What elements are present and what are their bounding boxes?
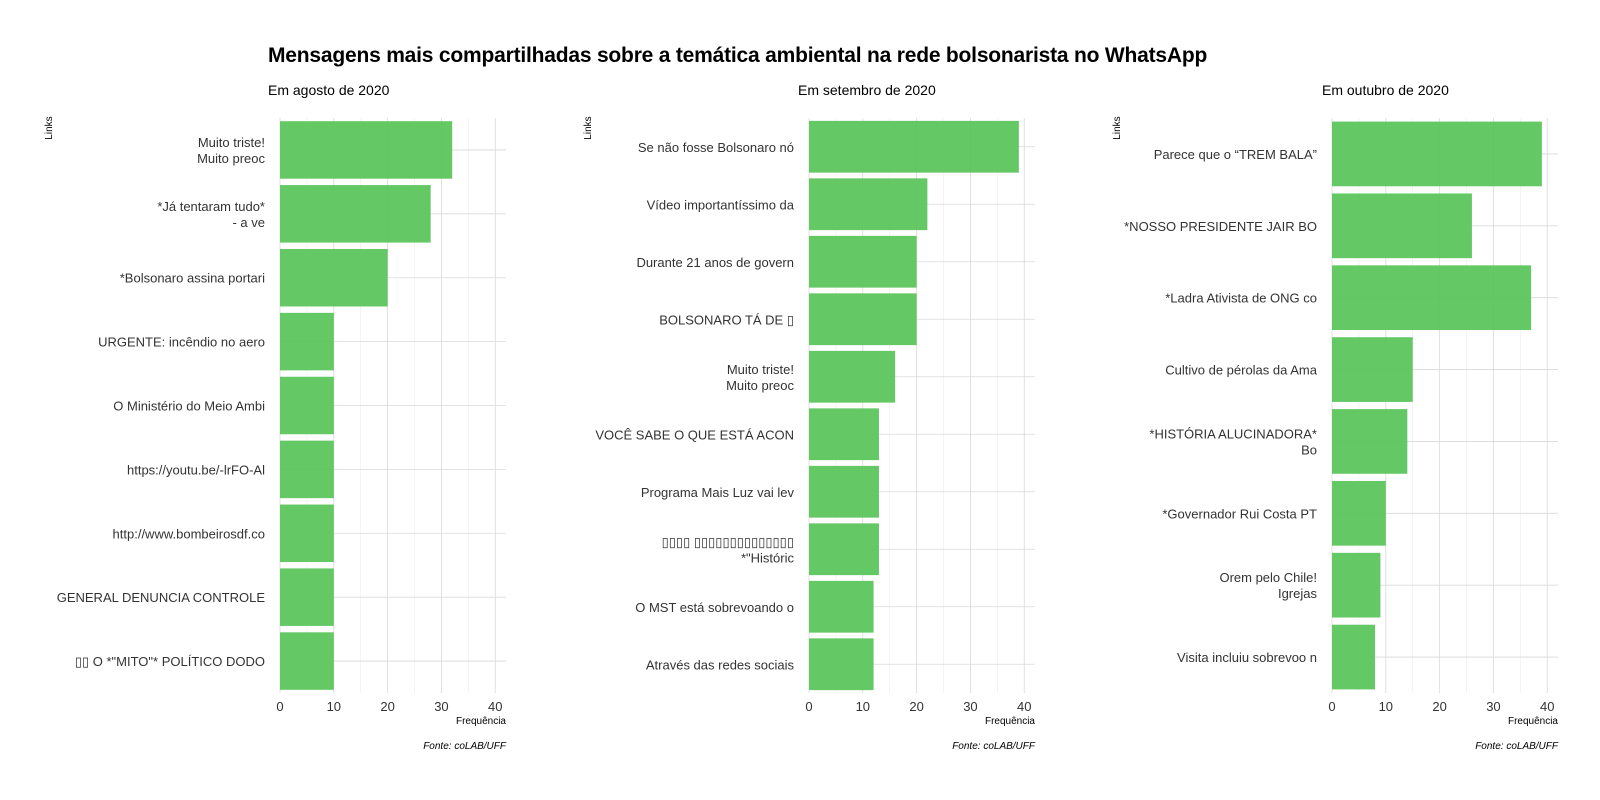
bar: [809, 235, 917, 288]
chart-panel-3: Em outubro de 2020 Links Parece que o “TRE…: [1112, 82, 1559, 752]
chart-panel-2: Em setembro de 2020 Links Se não fosse Bol…: [583, 82, 1036, 752]
y-axis-label: Links: [583, 116, 594, 139]
category-label: Muito preoc: [726, 378, 794, 393]
category-label: GENERAL DENUNCIA CONTROLE: [57, 590, 266, 605]
bar: [280, 312, 334, 371]
category-label: *Governador Rui Costa PT: [1162, 506, 1317, 521]
bar: [280, 440, 334, 499]
category-label: ▯▯▯▯ ▯▯▯▯▯▯▯▯▯▯▯▯▯▯: [662, 534, 794, 549]
category-label: Bo: [1301, 442, 1317, 457]
x-tick-label: 30: [963, 699, 977, 714]
x-tick-label: 40: [1017, 699, 1031, 714]
category-label: https://youtu.be/-lrFO-Al: [127, 462, 265, 477]
x-tick-label: 0: [805, 699, 812, 714]
x-tick-label: 20: [909, 699, 923, 714]
x-axis-label: Frequência: [456, 716, 506, 727]
source-caption: Fonte: coLAB/UFF: [423, 741, 507, 752]
y-axis-label: Links: [1112, 116, 1123, 139]
x-tick-label: 0: [276, 699, 283, 714]
bar: [1332, 409, 1408, 474]
category-label: Parece que o “TREM BALA”: [1154, 147, 1317, 162]
chart-subtitle: Em outubro de 2020: [1322, 82, 1449, 98]
bar: [809, 178, 928, 231]
x-tick-label: 30: [1486, 699, 1500, 714]
bar: [809, 638, 874, 691]
bar: [1332, 624, 1376, 690]
x-tick-label: 0: [1328, 699, 1335, 714]
x-tick-label: 10: [856, 699, 870, 714]
category-label: Muito triste!: [727, 362, 794, 377]
category-label: O Ministério do Meio Ambi: [113, 399, 265, 414]
bar: [809, 350, 896, 403]
bar: [809, 408, 879, 461]
category-label: http://www.bombeirosdf.co: [113, 526, 265, 541]
bar: [280, 185, 431, 243]
category-label: Vídeo importantíssimo da: [647, 197, 795, 212]
bar: [280, 632, 334, 690]
category-label: Orem pelo Chile!: [1219, 570, 1317, 585]
category-label: Cultivo de pérolas da Ama: [1165, 363, 1318, 378]
bar: [280, 376, 334, 435]
x-tick-label: 20: [380, 699, 394, 714]
x-axis-label: Frequência: [1508, 716, 1558, 727]
bar: [280, 121, 453, 179]
bar: [809, 580, 874, 633]
chart-subtitle: Em setembro de 2020: [798, 82, 936, 98]
x-tick-label: 20: [1432, 699, 1446, 714]
category-label: VOCÊ SABE O QUE ESTÁ ACON: [595, 427, 794, 442]
category-label: O MST está sobrevoando o: [635, 600, 794, 615]
category-label: Programa Mais Luz vai lev: [641, 485, 795, 500]
bar: [280, 248, 388, 307]
category-label: *Bolsonaro assina portari: [120, 271, 265, 286]
bar: [1332, 480, 1386, 546]
x-tick-label: 10: [327, 699, 341, 714]
category-label: Durante 21 anos de govern: [636, 255, 794, 270]
category-label: *HISTÓRIA ALUCINADORA*: [1149, 426, 1317, 441]
x-tick-label: 10: [1379, 699, 1393, 714]
source-caption: Fonte: coLAB/UFF: [952, 741, 1036, 752]
category-label: ▯▯ O *"MITO"* POLÍTICO DODO: [75, 654, 265, 669]
bar: [809, 523, 879, 576]
y-axis-label: Links: [44, 116, 55, 139]
chart-panel-1: Em agosto de 2020 Links Muito triste!Muito…: [44, 82, 507, 752]
page-title: Mensagens mais compartilhadas sobre a te…: [268, 44, 1208, 67]
category-label: *"Históric: [741, 550, 795, 565]
category-label: URGENTE: incêndio no aero: [98, 335, 265, 350]
category-label: Muito preoc: [197, 151, 265, 166]
source-caption: Fonte: coLAB/UFF: [1475, 741, 1559, 752]
category-label: *NOSSO PRESIDENTE JAIR BO: [1124, 219, 1317, 234]
x-axis-label: Frequência: [985, 716, 1035, 727]
bar: [280, 504, 334, 563]
x-tick-label: 40: [1540, 699, 1554, 714]
category-label: - a ve: [232, 215, 265, 230]
x-tick-label: 30: [434, 699, 448, 714]
category-label: BOLSONARO TÁ DE ▯: [659, 312, 794, 327]
category-label: Se não fosse Bolsonaro nó: [638, 140, 794, 155]
bar: [1332, 121, 1542, 187]
bar: [809, 465, 879, 518]
x-tick-label: 40: [488, 699, 502, 714]
category-label: Igrejas: [1278, 586, 1318, 601]
chart-subtitle: Em agosto de 2020: [268, 82, 390, 98]
bar: [1332, 193, 1472, 259]
category-label: *Ladra Ativista de ONG co: [1165, 291, 1317, 306]
bar: [809, 120, 1019, 173]
bar: [1332, 265, 1532, 331]
category-label: Através das redes sociais: [646, 657, 795, 672]
category-label: *Já tentaram tudo*: [157, 199, 265, 214]
category-label: Visita incluiu sobrevoo n: [1177, 650, 1317, 665]
category-label: Muito triste!: [198, 135, 265, 150]
bar: [809, 293, 917, 346]
bar: [1332, 337, 1413, 402]
bar: [280, 568, 334, 626]
bar: [1332, 552, 1381, 618]
